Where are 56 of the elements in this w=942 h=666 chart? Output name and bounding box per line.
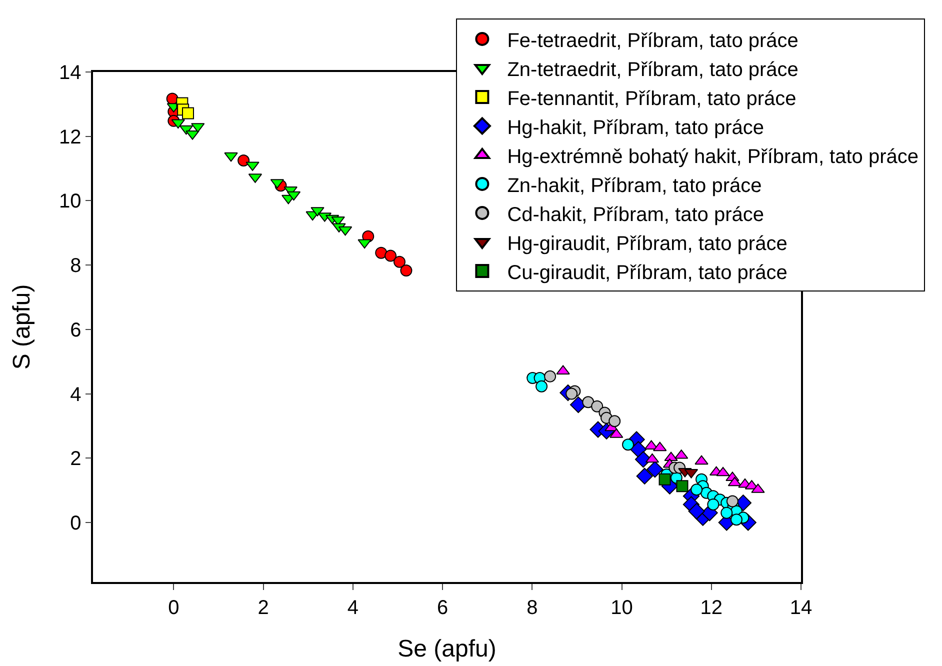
point	[622, 438, 634, 451]
x-tick-label: 2	[258, 596, 269, 619]
y-tick-label: 6	[70, 319, 82, 342]
legend-label: Zn-tetraedrit, Příbram, tato práce	[507, 58, 798, 81]
point	[566, 388, 578, 400]
point	[358, 239, 372, 249]
x-tick-label: 6	[436, 596, 448, 619]
point	[591, 400, 604, 412]
point	[636, 468, 653, 484]
y-tick-label: 14	[59, 62, 82, 84]
x-tick-label: 12	[700, 596, 723, 619]
x-tick-label: 14	[790, 596, 812, 619]
point	[570, 396, 587, 414]
point	[730, 514, 742, 526]
point	[238, 154, 250, 166]
legend-label: Hg-giraudit, Příbram, tato práce	[507, 232, 788, 255]
y-axis-title: S (apfu)	[8, 284, 36, 370]
point	[394, 256, 406, 268]
point	[720, 506, 733, 519]
y-tick-label: 4	[70, 384, 82, 406]
legend-label: Hg-hakit, Příbram, tato práce	[507, 116, 764, 139]
legend-label: Cu-giraudit, Příbram, tato práce	[507, 262, 788, 284]
x-tick-label: 10	[610, 596, 633, 619]
point	[375, 246, 388, 259]
point	[653, 442, 667, 452]
point	[544, 370, 556, 382]
y-tick-label: 12	[59, 126, 82, 148]
point	[658, 473, 671, 486]
point	[400, 264, 412, 277]
legend-label: Fe-tennantit, Příbram, tato práce	[507, 88, 796, 110]
point	[182, 107, 194, 120]
y-tick-label: 2	[70, 448, 82, 470]
legend-label: Hg-extrémně bohatý hakit, Příbram, tato práce	[507, 146, 919, 168]
x-axis-title: Se (apfu)	[398, 636, 496, 663]
point	[726, 495, 738, 508]
legend-label: Cd-hakit, Příbram, tato práce	[507, 204, 764, 226]
legend-label: Zn-hakit, Příbram, tato práce	[507, 174, 762, 197]
x-tick-label: 4	[347, 596, 358, 619]
point	[676, 480, 688, 492]
point	[688, 502, 705, 520]
point	[536, 380, 548, 392]
point	[646, 461, 664, 478]
y-tick-label: 10	[59, 190, 82, 213]
x-tick-label: 0	[168, 596, 180, 619]
point	[224, 152, 238, 162]
y-tick-label: 0	[70, 512, 82, 534]
legend-label: Fe-tetraedrit, Příbram, tato práce	[507, 30, 798, 52]
point	[582, 396, 594, 408]
point	[707, 498, 720, 510]
point	[608, 415, 621, 428]
point	[171, 119, 185, 129]
point	[384, 250, 397, 262]
point	[716, 466, 730, 476]
point	[694, 455, 708, 465]
x-tick-label: 8	[526, 596, 538, 619]
y-tick-label: 8	[70, 255, 82, 278]
